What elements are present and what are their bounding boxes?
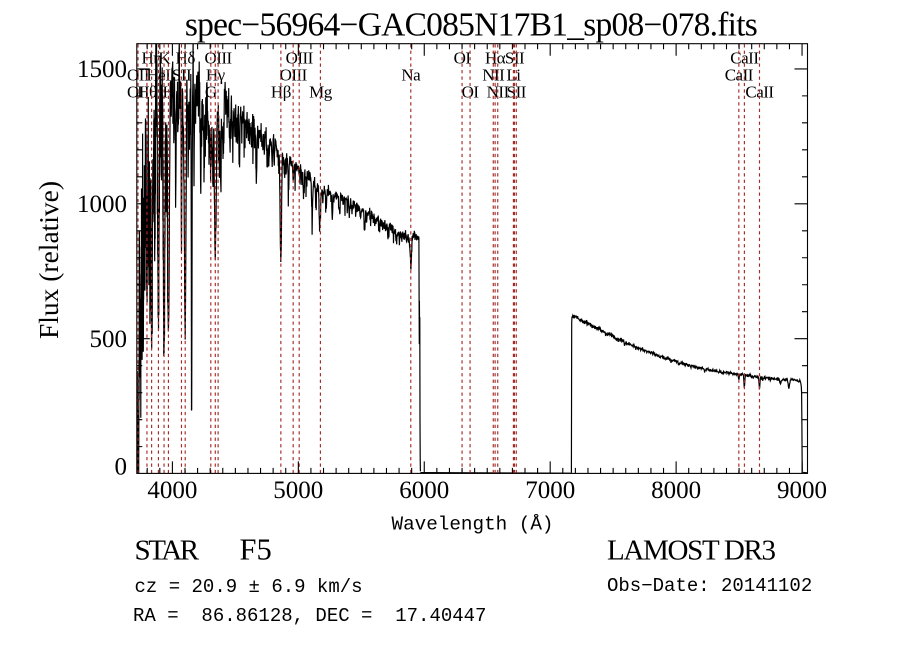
svg-text:CaII: CaII — [730, 49, 759, 68]
svg-text:cz = 20.9 ± 6.9 km/s: cz = 20.9 ± 6.9 km/s — [135, 576, 363, 598]
svg-text:spec−56964−GAC085N17B1_sp08−07: spec−56964−GAC085N17B1_sp08−078.fits — [185, 7, 757, 44]
svg-text:CaII: CaII — [725, 66, 754, 85]
svg-text:5000: 5000 — [273, 477, 323, 504]
svg-text:6000: 6000 — [399, 477, 449, 504]
svg-text:OII: OII — [127, 66, 150, 85]
svg-text:7000: 7000 — [525, 477, 575, 504]
svg-text:HeI: HeI — [146, 66, 171, 85]
svg-text:OIII: OIII — [204, 49, 232, 68]
svg-text:SII: SII — [505, 49, 525, 68]
svg-text:Obs−Date: 20141102: Obs−Date: 20141102 — [607, 575, 812, 597]
svg-text:NII: NII — [487, 83, 510, 102]
svg-text:Na: Na — [401, 66, 421, 85]
svg-text:1000: 1000 — [77, 191, 127, 218]
svg-text:LAMOST DR3: LAMOST DR3 — [607, 535, 776, 567]
svg-text:CaII: CaII — [745, 83, 774, 102]
svg-text:OIII: OIII — [280, 66, 308, 85]
svg-text:SII: SII — [507, 83, 527, 102]
svg-text:9000: 9000 — [777, 477, 827, 504]
svg-text:OI: OI — [454, 49, 472, 68]
svg-text:4000: 4000 — [147, 477, 197, 504]
svg-text:Mg: Mg — [309, 83, 333, 102]
svg-text:NII: NII — [482, 66, 505, 85]
svg-text:F5: F5 — [240, 533, 272, 567]
svg-text:Flux (relative): Flux (relative) — [33, 181, 64, 339]
svg-text:OI: OI — [462, 83, 480, 102]
svg-text:Li: Li — [506, 66, 521, 85]
svg-text:500: 500 — [90, 326, 128, 353]
svg-text:STAR: STAR — [135, 535, 200, 567]
svg-text:0: 0 — [115, 454, 128, 481]
svg-text:RA = 86.86128, DEC = 17.4044: RA = 86.86128, DEC = 17.40447 — [133, 605, 486, 627]
svg-text:8000: 8000 — [651, 477, 701, 504]
svg-text:Wavelength (Å): Wavelength (Å) — [392, 514, 554, 536]
svg-text:OII: OII — [127, 83, 150, 102]
svg-text:1500: 1500 — [77, 56, 127, 83]
